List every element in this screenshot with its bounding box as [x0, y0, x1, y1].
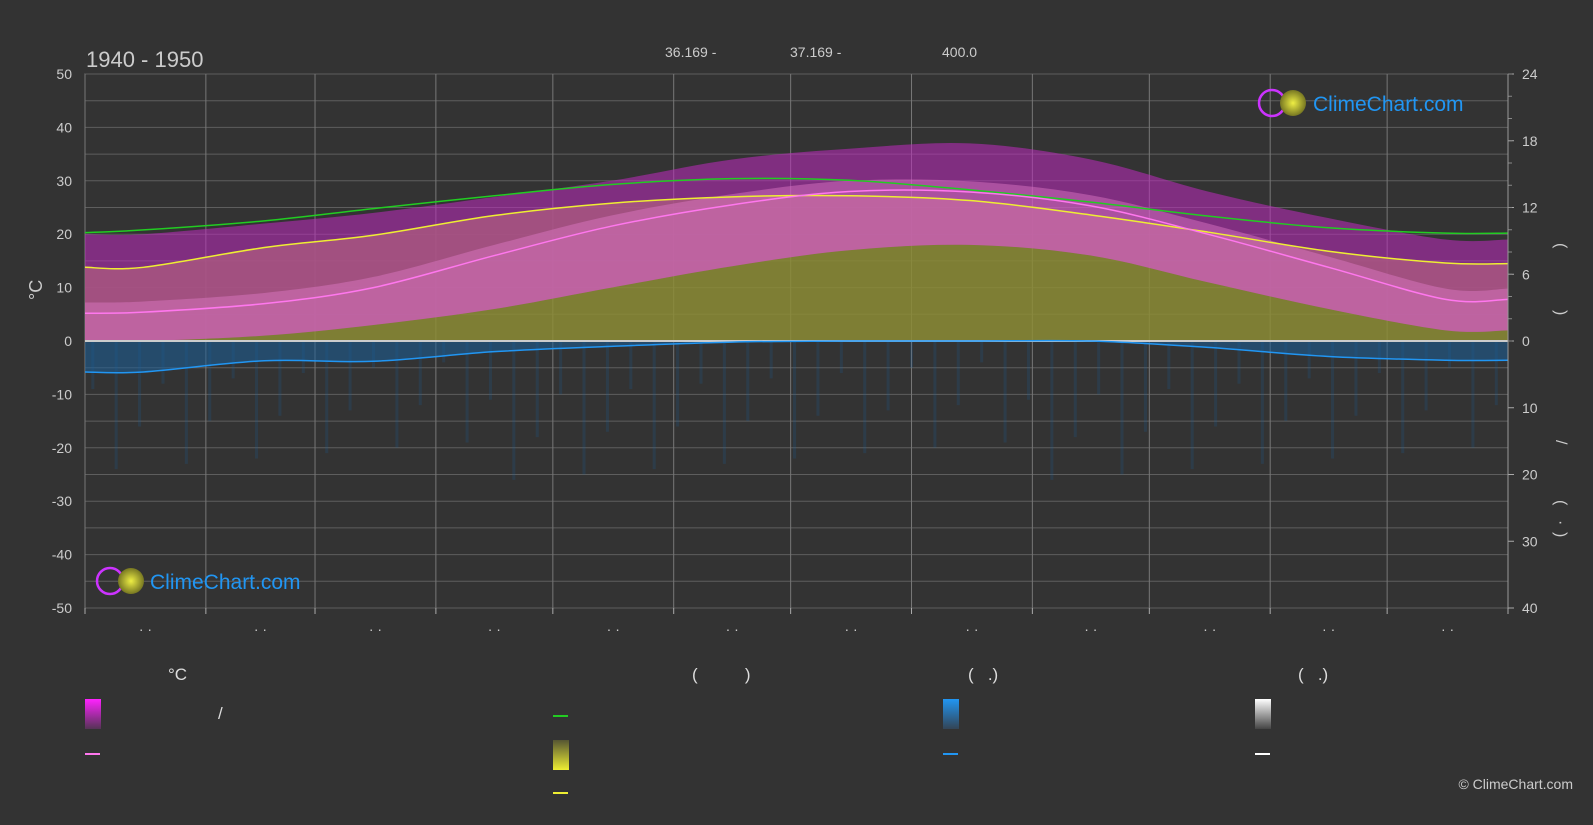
legend-header-rain: ( .)	[968, 665, 999, 684]
right-axis-fragment: /	[1552, 440, 1569, 445]
month-tick-label: · ·	[965, 621, 978, 637]
right-tick-label: 10	[1522, 400, 1538, 416]
daylight-line	[84, 177, 1509, 235]
chart-lines	[84, 177, 1509, 374]
right-tick-label: 6	[1522, 266, 1530, 282]
month-tick-label: · ·	[1084, 621, 1097, 637]
left-tick-label: -30	[52, 493, 72, 509]
right-tick-label: 12	[1522, 200, 1538, 216]
logo-bottom[interactable]: ClimeChart.com	[95, 566, 301, 596]
legend-swatch-sunshine	[553, 740, 569, 770]
chart-axes: 50 40 30 20 10 0 -10 -20 -30 -40 -50 24 18 12 6 0 10 20 30…	[52, 66, 1538, 637]
left-tick-label: -10	[52, 386, 72, 402]
legend-line-snow	[1255, 753, 1270, 755]
month-tick-label: · ·	[1441, 621, 1454, 637]
right-tick-label: 24	[1522, 66, 1538, 82]
header-value-3: 400.0	[942, 44, 977, 60]
logo-sun-icon	[1280, 90, 1306, 116]
month-tick-label: · ·	[844, 621, 857, 637]
copyright: © ClimeChart.com	[1458, 776, 1573, 792]
left-tick-label: 40	[56, 119, 72, 135]
right-axis-fragment: (	[1552, 243, 1569, 249]
month-tick-label: · ·	[1322, 621, 1335, 637]
legend-swatch-precip	[943, 699, 959, 729]
right-axis-fragment: )	[1552, 532, 1569, 537]
legend-header-temperature: °C	[168, 665, 188, 684]
left-tick-label: 30	[56, 173, 72, 189]
left-tick-label: 20	[56, 226, 72, 242]
left-tick-label: 0	[64, 333, 72, 349]
month-tick-label: · ·	[254, 621, 267, 637]
month-tick-label: · ·	[726, 621, 739, 637]
temperature-range-area	[85, 143, 1508, 342]
precipitation-line	[84, 339, 1509, 374]
sunshine-line	[84, 194, 1509, 270]
legend-header-snow: ( .)	[1298, 665, 1329, 684]
header-value-1: 36.169 -	[665, 44, 717, 60]
legend-swatch-temp-range	[85, 699, 101, 729]
right-axis-fragment: ·	[1552, 520, 1569, 525]
header-value-2: 37.169 -	[790, 44, 842, 60]
right-axis-fragment: (	[1552, 500, 1569, 506]
month-tick-label: · ·	[607, 621, 620, 637]
logo-text: ClimeChart.com	[150, 571, 301, 594]
month-tick-label: · ·	[369, 621, 382, 637]
right-tick-label: 0	[1522, 333, 1530, 349]
precipitation-area	[85, 340, 1508, 373]
month-tick-label: · ·	[1203, 621, 1216, 637]
chart-title: 1940 - 1950	[86, 47, 203, 72]
logo-text: ClimeChart.com	[1313, 93, 1464, 116]
legend-header-sun: ( )	[692, 665, 751, 684]
temperature-mean-line	[84, 189, 1509, 314]
left-tick-label: -50	[52, 600, 72, 616]
left-tick-label: -40	[52, 547, 72, 563]
legend-slash: /	[218, 704, 223, 723]
right-tick-label: 40	[1522, 600, 1538, 616]
logo-sun-icon	[118, 568, 144, 594]
logo-top[interactable]: ClimeChart.com	[1257, 88, 1464, 118]
legend-line-daylight	[553, 715, 568, 717]
month-tick-label: · ·	[139, 621, 152, 637]
legend-line-precip	[943, 753, 958, 755]
left-tick-label: 50	[56, 66, 72, 82]
right-tick-label: 20	[1522, 467, 1538, 483]
legend-line-temp-mean	[85, 753, 100, 755]
legend-line-sunshine	[553, 792, 568, 794]
month-tick-label: · ·	[488, 621, 501, 637]
legend-swatch-snow	[1255, 699, 1271, 729]
chart-areas	[85, 143, 1508, 480]
right-tick-label: 18	[1522, 133, 1538, 149]
right-tick-label: 30	[1522, 533, 1538, 549]
right-axis-fragment: )	[1552, 310, 1569, 315]
left-tick-label: 10	[56, 280, 72, 296]
left-tick-label: -20	[52, 440, 72, 456]
left-axis-label: °C	[26, 280, 46, 300]
